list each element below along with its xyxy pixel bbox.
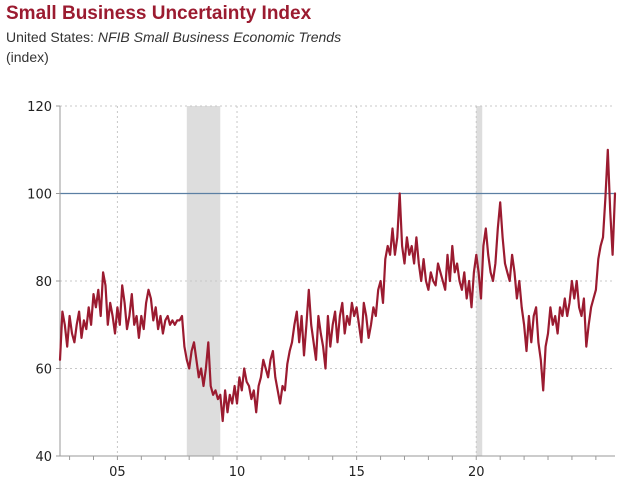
chart-subtitle: United States: NFIB Small Business Econo… <box>6 29 341 45</box>
subtitle-source: NFIB Small Business Economic Trends <box>97 29 342 45</box>
chart-title: Small Business Uncertainty Index <box>6 3 312 24</box>
y-tick-label: 120 <box>27 100 52 115</box>
series-line <box>58 148 617 423</box>
x-tick-label: 10 <box>229 465 246 480</box>
subtitle-prefix: United States: <box>6 29 98 45</box>
x-tick-label: 20 <box>468 465 485 480</box>
chart-unit: (index) <box>6 49 49 65</box>
x-tick-label: 05 <box>109 465 126 480</box>
y-tick-label: 60 <box>35 363 52 378</box>
y-tick-label: 80 <box>35 275 52 290</box>
x-tick-label: 15 <box>348 465 365 480</box>
x-axis-ticks: 05 10 15 20 <box>69 456 597 480</box>
recession-band <box>186 106 221 456</box>
y-axis-ticks: 40 60 80 100 120 <box>27 100 60 465</box>
y-tick-label: 40 <box>35 450 52 465</box>
series-group <box>58 148 617 423</box>
grid-lines <box>60 105 615 456</box>
y-tick-label: 100 <box>27 188 52 203</box>
